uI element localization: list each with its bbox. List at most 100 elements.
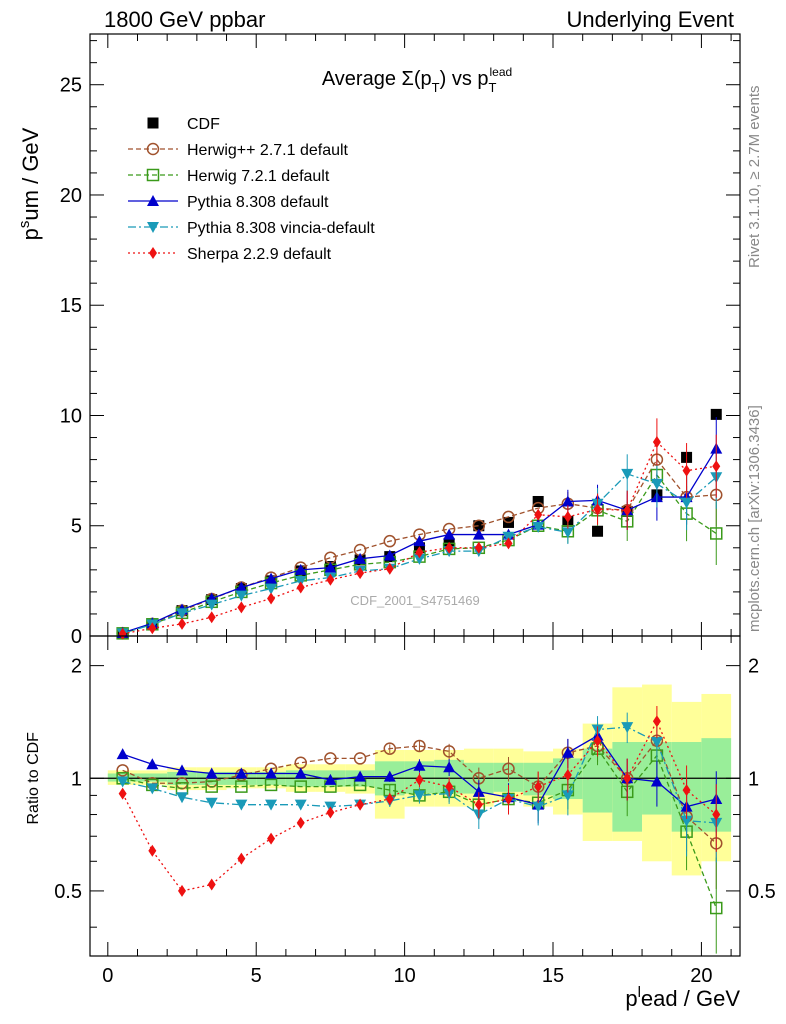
legend-marker	[146, 142, 160, 156]
ratio-point-sherpa	[296, 816, 305, 829]
data-point-vincia	[235, 590, 248, 602]
ratio-y-axis-label: Ratio to CDF	[25, 732, 42, 825]
data-point-vincia	[176, 608, 189, 620]
legend-label: Pythia 8.308 vincia-default	[187, 220, 375, 237]
lower-frame	[89, 635, 741, 957]
ratio-point-sherpa	[148, 844, 157, 857]
ratio-y-tick-label-right: 2	[748, 656, 759, 678]
ratio-point-herwig7	[264, 778, 278, 792]
data-point-pythia	[561, 495, 574, 507]
data-point-pythia	[413, 535, 426, 547]
ratio-point-vincia	[680, 815, 693, 827]
data-point-sherpa	[356, 567, 365, 580]
ratio-point-sherpa	[504, 793, 513, 806]
ratio-point-vincia	[146, 783, 159, 795]
data-point-pythia	[235, 581, 248, 593]
data-point-vincia	[502, 531, 515, 543]
ratio-point-pythia	[383, 770, 396, 782]
legend-marker	[146, 168, 160, 182]
header-left-label: 1800 GeV ppbar	[104, 7, 266, 32]
data-point-pythia	[383, 549, 396, 561]
data-point-herwigpp	[383, 534, 397, 548]
ratio-point-herwigpp	[502, 762, 515, 776]
data-point-pythia	[354, 552, 367, 564]
legend-label: Sherpa 2.2.9 default	[187, 246, 332, 263]
data-point-sherpa	[326, 573, 335, 586]
ratio-point-sherpa	[356, 798, 365, 811]
data-point-sherpa	[534, 508, 543, 521]
ratio-point-vincia	[532, 801, 545, 813]
data-point-pythia	[294, 563, 307, 575]
y-tick-label: 25	[60, 75, 82, 97]
ratio-point-vincia	[176, 792, 189, 804]
x-tick-label: 15	[542, 965, 564, 987]
header-right-label: Underlying Event	[566, 7, 734, 32]
ratio-y-tick-label-right: 0.5	[748, 881, 776, 903]
analysis-watermark: CDF_2001_S4751469	[350, 593, 479, 608]
x-tick-label: 20	[690, 965, 712, 987]
ratio-point-sherpa	[534, 780, 543, 793]
ratio-point-herwigpp	[324, 752, 337, 765]
upper-panel: 0 5 10 15 20 25 psum / GeV Average Σ(pT) vs pTl…	[16, 33, 741, 648]
data-point-vincia	[621, 468, 634, 480]
ratio-series-sherpa	[118, 706, 721, 897]
series-line-sherpa	[122, 440, 717, 635]
data-point-cdf	[473, 520, 485, 532]
legend-label: Herwig++ 2.7.1 default	[187, 142, 349, 159]
ratio-point-herwigpp	[353, 752, 367, 765]
legend-marker	[147, 222, 159, 233]
data-point-sherpa	[623, 504, 632, 517]
y-tick-label: 5	[71, 516, 82, 538]
ratio-point-herwigpp	[116, 764, 129, 777]
ratio-point-pythia	[235, 767, 248, 779]
ratio-point-pythia	[413, 759, 426, 771]
legend-entry-cdf: CDF	[147, 116, 220, 133]
y-tick-label: 15	[60, 295, 82, 317]
ratio-series-vincia	[116, 712, 723, 863]
data-point-sherpa	[445, 541, 454, 554]
data-point-sherpa	[652, 435, 661, 448]
ratio-point-vincia	[294, 799, 307, 811]
ratio-point-pythia	[205, 767, 218, 779]
ratio-point-sherpa	[178, 884, 187, 897]
data-point-vincia	[205, 599, 218, 611]
ratio-point-pythia	[650, 775, 663, 787]
rivet-version-label: Rivet 3.1.10, ≥ 2.7M events	[746, 85, 763, 269]
ratio-point-pythia	[561, 746, 574, 758]
data-point-vincia	[650, 478, 663, 490]
ratio-point-herwig7	[294, 780, 307, 793]
x-tick-label: 5	[251, 965, 262, 987]
ratio-point-pythia	[116, 748, 129, 760]
data-point-pythia	[472, 528, 485, 540]
data-point-sherpa	[474, 541, 483, 554]
legend-label: CDF	[187, 116, 220, 133]
ratio-point-sherpa	[652, 715, 661, 728]
legend-marker	[147, 117, 159, 129]
ratio-point-sherpa	[712, 808, 721, 821]
ratio-point-herwig7	[205, 780, 218, 793]
data-point-herwig7	[710, 527, 723, 540]
ratio-point-sherpa	[593, 734, 602, 747]
data-point-vincia	[413, 553, 426, 565]
data-point-vincia	[532, 521, 545, 533]
legend-label: Pythia 8.308 default	[187, 194, 329, 211]
legend-entry-pythia: Pythia 8.308 default	[128, 194, 329, 211]
ratio-point-vincia	[650, 737, 663, 749]
data-point-cdf	[710, 408, 722, 420]
ratio-point-sherpa	[563, 769, 572, 782]
data-point-sherpa	[237, 601, 246, 614]
ratio-point-sherpa	[385, 793, 394, 806]
ratio-point-pythia	[265, 767, 278, 779]
legend: CDF Herwig++ 2.7.1 default Herwig 7.2.1 de…	[128, 116, 375, 263]
ratio-point-sherpa	[207, 878, 216, 891]
legend-entry-vincia: Pythia 8.308 vincia-default	[128, 220, 375, 237]
x-tick-label: 10	[393, 965, 415, 987]
ratio-point-sherpa	[267, 832, 276, 845]
y-tick-label: 20	[60, 185, 82, 207]
ratio-point-pythia	[472, 785, 485, 797]
ratio-point-vincia	[413, 790, 426, 802]
data-point-sherpa	[593, 503, 602, 516]
ratio-point-pythia	[146, 758, 159, 770]
